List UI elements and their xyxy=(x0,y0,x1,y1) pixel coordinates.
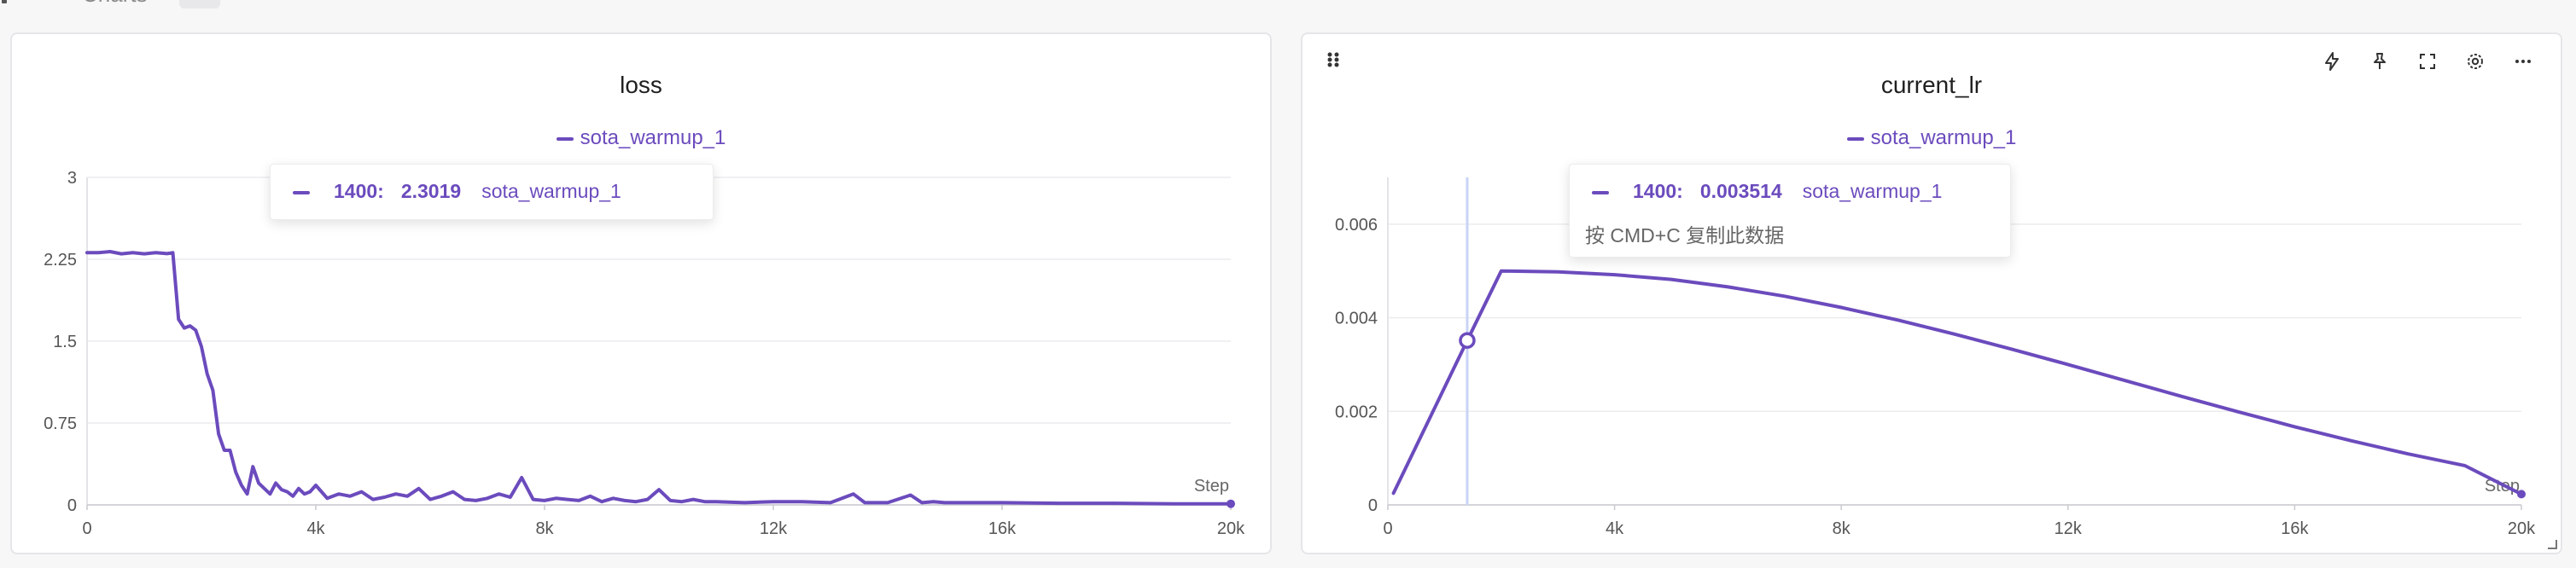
series-end-marker xyxy=(2517,490,2526,499)
more-icon[interactable] xyxy=(2509,48,2537,75)
legend-label: sota_warmup_1 xyxy=(580,126,726,149)
x-axis-label: Step xyxy=(1194,477,1229,496)
series-line[interactable] xyxy=(85,250,1233,506)
x-tick-label: 16k xyxy=(988,519,1017,538)
chart-toolbar xyxy=(2318,48,2537,75)
gear-icon[interactable] xyxy=(2462,48,2489,75)
x-tick-label: 4k xyxy=(1606,519,1624,538)
top-strip: Charts xyxy=(0,0,2576,12)
section-count-badge xyxy=(179,0,220,9)
x-tick-label: 8k xyxy=(1833,519,1851,538)
x-tick-label: 0 xyxy=(82,519,91,538)
grid-icon[interactable] xyxy=(2,0,7,3)
series-end-marker xyxy=(1227,499,1235,508)
chart-legend[interactable]: sota_warmup_1 xyxy=(1303,126,2561,150)
lightning-icon[interactable] xyxy=(2318,48,2346,75)
loss-chart-panel: loss sota_warmup_1 0 0.75 1.5 2.25 3 0 4k 8k 12k… xyxy=(10,32,1272,554)
x-tick-label: 16k xyxy=(2281,519,2309,538)
loss-plot[interactable]: 0 0.75 1.5 2.25 3 0 4k 8k 12k 16k 20k Step xyxy=(12,34,1272,554)
tooltip-step: 1400: xyxy=(1633,180,1683,202)
y-tick-label: 0.002 xyxy=(1335,403,1378,421)
x-tick-label: 20k xyxy=(2508,519,2536,538)
x-tick-label: 4k xyxy=(306,519,325,538)
tooltip-series-name: sota_warmup_1 xyxy=(1802,180,1943,202)
tooltip-series-swatch xyxy=(1592,190,1609,194)
pin-icon[interactable] xyxy=(2366,48,2393,75)
y-tick-label: 0 xyxy=(67,496,77,515)
legend-label: sota_warmup_1 xyxy=(1870,126,2017,149)
current-lr-chart-panel: current_lr sota_warmup_1 0 0.002 0.004 0.00… xyxy=(1301,32,2562,554)
x-tick-label: 12k xyxy=(760,519,788,538)
series-line[interactable] xyxy=(1391,269,2523,496)
legend-swatch xyxy=(1846,136,1864,141)
x-tick-label: 12k xyxy=(2054,519,2083,538)
resize-handle-icon[interactable] xyxy=(2545,537,2557,549)
y-tick-label: 0 xyxy=(1368,496,1378,515)
fullscreen-icon[interactable] xyxy=(2414,48,2441,75)
hover-point-marker xyxy=(1459,332,1476,349)
tooltip-copy-hint: 按 CMD+C 复制此数据 xyxy=(1585,224,1785,246)
y-tick-label: 0.75 xyxy=(44,414,77,433)
y-tick-label: 3 xyxy=(67,169,77,188)
tooltip-value: 0.003514 xyxy=(1699,180,1782,202)
tooltip-step: 1400: xyxy=(334,180,384,202)
section-tab[interactable]: Charts xyxy=(82,0,148,8)
y-tick-label: 2.25 xyxy=(44,251,77,270)
tooltip-value: 2.3019 xyxy=(400,180,462,202)
chart-title: loss xyxy=(620,72,662,98)
hover-tooltip: 1400: 0.003514 sota_warmup_1 按 CMD+C 复制此数据 xyxy=(1569,164,2011,258)
x-tick-label: 0 xyxy=(1383,519,1392,538)
x-tick-label: 8k xyxy=(535,519,554,538)
legend-swatch xyxy=(556,136,574,141)
chart-title: current_lr xyxy=(1880,72,1983,98)
x-tick-label: 20k xyxy=(1217,519,1245,538)
tooltip-series-name: sota_warmup_1 xyxy=(481,180,621,202)
drag-handle-icon[interactable] xyxy=(1325,49,1342,70)
tooltip-series-swatch xyxy=(293,190,310,194)
chart-legend[interactable]: sota_warmup_1 xyxy=(12,126,1270,150)
y-tick-label: 0.006 xyxy=(1335,216,1378,235)
y-tick-label: 1.5 xyxy=(53,333,77,351)
hover-tooltip: 1400: 2.3019 sota_warmup_1 xyxy=(270,164,714,220)
y-tick-label: 0.004 xyxy=(1335,310,1378,328)
